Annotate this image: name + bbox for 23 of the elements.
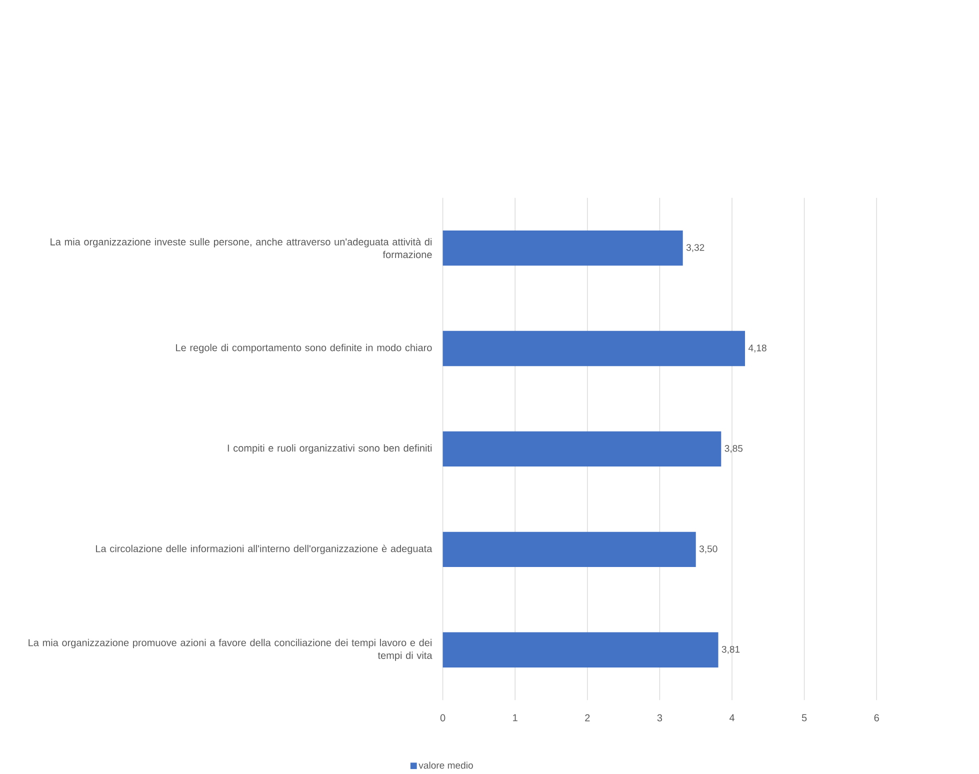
data-label: 3,81 xyxy=(722,646,740,654)
bar xyxy=(442,331,746,366)
data-label: 4,18 xyxy=(748,344,766,353)
y-tick-label: Le regole di comportamento sono definite in modo chiaro xyxy=(176,344,432,354)
x-tick-label: 5 xyxy=(802,714,807,722)
bar xyxy=(442,532,696,568)
x-tick-label: 6 xyxy=(874,714,879,722)
y-tick-label: I compiti e ruoli organizzativi sono ben definiti xyxy=(228,444,432,454)
x-tick-label: 0 xyxy=(440,714,446,722)
y-tick-label: La circolazione delle informazioni all'interno dell'organizzazione è adeguata xyxy=(96,544,432,554)
data-label: 3,85 xyxy=(724,445,743,454)
data-label: 3,32 xyxy=(686,244,704,252)
data-label: 3,50 xyxy=(699,546,718,554)
bar xyxy=(442,632,718,668)
bar xyxy=(442,432,722,467)
legend-label: valore medio xyxy=(418,762,473,769)
x-tick-label: 1 xyxy=(513,714,518,722)
x-tick-label: 2 xyxy=(585,714,590,722)
y-tick-label: La mia organizzazione promuove azioni a favore della conciliazione dei tempi lavoro e dei tempi di vita xyxy=(28,639,432,662)
x-tick-label: 3 xyxy=(657,714,662,722)
bar xyxy=(442,230,683,266)
x-tick-label: 4 xyxy=(729,714,734,722)
y-tick-label: La mia organizzazione investe sulle persone, anche attraverso un'adeguata attività di formazione xyxy=(50,238,432,258)
